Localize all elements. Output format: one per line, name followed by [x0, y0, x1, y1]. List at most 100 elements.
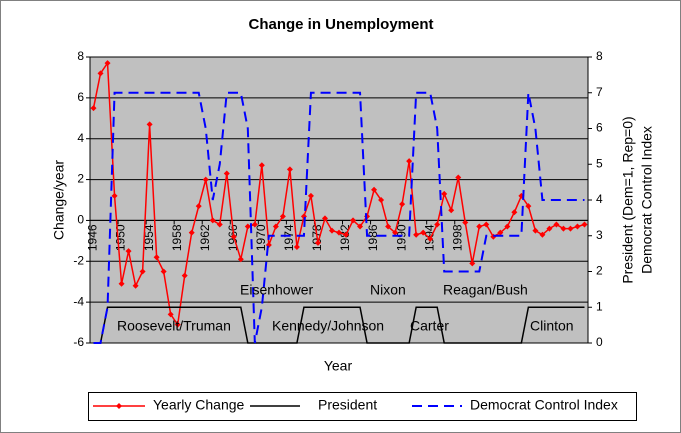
annotation: Carter — [410, 318, 449, 334]
marker — [209, 217, 216, 224]
x-tick-label: 1970 — [254, 224, 268, 251]
marker — [90, 105, 97, 112]
marker — [483, 221, 490, 228]
marker — [525, 203, 532, 210]
marker — [272, 223, 279, 230]
y2-axis-title: Democrat Control Index — [639, 126, 655, 274]
marker — [441, 190, 448, 197]
y2-tick-label: 5 — [596, 156, 603, 170]
marker — [434, 221, 441, 228]
y2-tick-label: 1 — [596, 299, 603, 313]
marker — [427, 235, 434, 242]
marker — [511, 209, 518, 216]
legend-label: Yearly Change — [153, 397, 245, 413]
marker — [420, 229, 427, 236]
marker — [350, 217, 357, 224]
y-tick-label: 6 — [77, 90, 84, 104]
marker — [539, 231, 546, 238]
annotation: Clinton — [530, 318, 574, 334]
marker — [181, 272, 188, 279]
annotation: Reagan/Bush — [443, 282, 528, 298]
series-line — [93, 306, 585, 344]
marker — [160, 268, 167, 275]
y2-tick-label: 7 — [596, 85, 603, 99]
marker — [406, 158, 413, 165]
x-tick-label: 1990 — [394, 224, 408, 251]
x-tick-label: 1958 — [170, 224, 184, 251]
marker — [167, 311, 174, 318]
marker — [336, 229, 342, 236]
y-tick-label: 0 — [77, 213, 84, 227]
marker — [413, 231, 420, 238]
marker — [195, 203, 202, 210]
marker — [378, 197, 385, 203]
chart-title: Change in Unemployment — [248, 16, 433, 33]
annotation: Roosevelt/Truman — [117, 318, 231, 334]
marker — [132, 282, 139, 289]
marker — [448, 207, 455, 214]
marker — [546, 225, 553, 232]
marker — [146, 121, 153, 128]
marker — [497, 229, 504, 236]
marker — [581, 221, 588, 228]
y-tick-label: 8 — [77, 49, 84, 63]
marker — [104, 60, 111, 67]
marker — [125, 248, 132, 255]
plot-area — [89, 56, 589, 344]
y2-tick-label: 6 — [596, 121, 603, 135]
marker — [174, 321, 181, 328]
x-tick-label: 1974 — [282, 224, 296, 251]
x-tick-label: 1962 — [198, 224, 212, 251]
marker — [371, 186, 378, 193]
x-tick-label: 1998 — [450, 224, 464, 251]
y2-tick-label: 0 — [596, 335, 603, 349]
marker — [139, 268, 146, 275]
y2-axis-title: President (Dem=1, Rep=0) — [620, 116, 636, 283]
marker — [399, 201, 406, 208]
marker — [314, 239, 321, 246]
marker — [286, 166, 293, 173]
y2-tick-label: 2 — [596, 264, 603, 278]
x-axis-title: Year — [324, 358, 353, 374]
marker — [574, 223, 581, 230]
series-line — [93, 91, 585, 344]
marker — [455, 174, 462, 181]
annotation: Nixon — [370, 282, 406, 298]
marker — [392, 229, 399, 236]
marker — [251, 221, 258, 228]
marker — [230, 233, 237, 240]
y-tick-label: 4 — [77, 131, 84, 145]
marker — [567, 225, 574, 232]
marker — [328, 227, 335, 234]
marker — [279, 213, 286, 220]
marker — [357, 223, 364, 230]
marker — [504, 223, 511, 230]
legend-marker — [116, 403, 122, 409]
marker — [560, 225, 567, 232]
marker — [188, 229, 195, 236]
marker — [343, 231, 350, 238]
x-tick-label: 1950 — [114, 224, 128, 251]
marker — [223, 170, 230, 177]
y2-tick-label: 8 — [596, 49, 603, 63]
x-tick-label: 1946 — [86, 224, 100, 251]
marker — [237, 256, 244, 263]
marker — [469, 260, 476, 267]
marker — [97, 70, 104, 77]
annotation: Eisenhower — [240, 282, 313, 298]
marker — [118, 280, 125, 287]
y-tick-label: 2 — [77, 172, 84, 186]
marker — [111, 192, 118, 199]
x-tick-label: 1982 — [338, 224, 352, 251]
marker — [532, 227, 539, 234]
marker — [258, 162, 265, 169]
marker — [153, 254, 160, 261]
marker — [385, 223, 392, 230]
y2-tick-label: 3 — [596, 228, 603, 242]
marker — [321, 215, 328, 222]
marker — [307, 192, 314, 199]
y-tick-label: -2 — [73, 253, 84, 267]
marker — [553, 221, 560, 228]
y-tick-label: -6 — [73, 335, 84, 349]
